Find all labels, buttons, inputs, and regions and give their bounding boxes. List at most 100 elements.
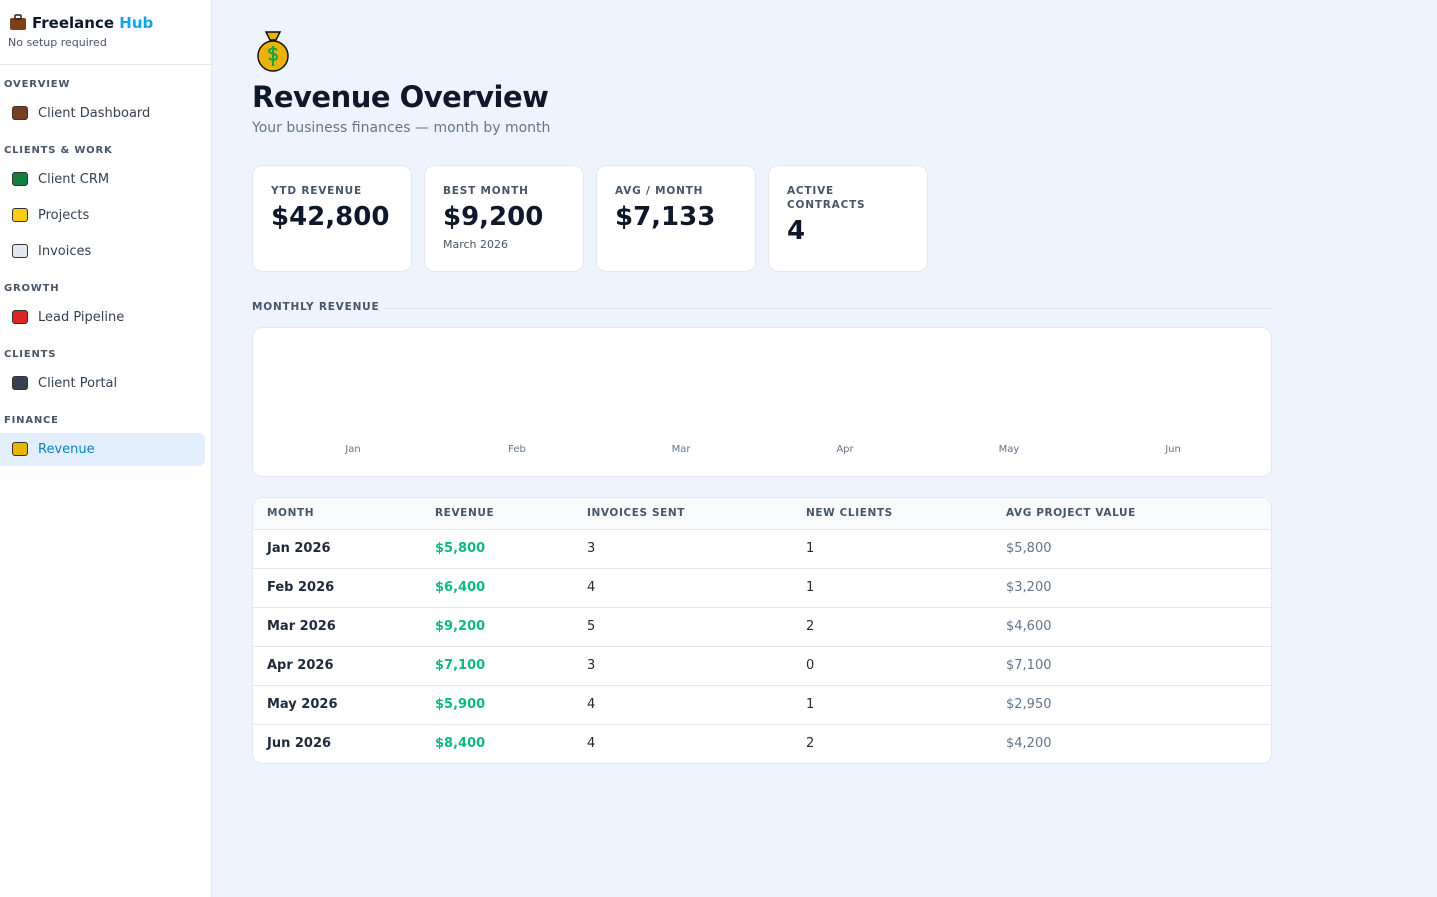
table-cell: 3	[573, 646, 792, 686]
chart-x-label: May	[998, 444, 1020, 455]
table-row: Apr 2026 $7,100 3 0 $7,100	[253, 646, 1271, 686]
table-cell: 0	[792, 646, 992, 686]
stat-value: $9,200	[443, 202, 544, 232]
table-row: Jan 2026 $5,800 3 1 $5,800	[253, 529, 1271, 569]
nav-label: Invoices	[38, 244, 92, 259]
page-icon	[257, 31, 289, 72]
table-cell: $5,800	[992, 529, 1271, 569]
table-cell: $5,900	[421, 685, 573, 725]
nav-icon	[12, 106, 28, 120]
stat-card: AVG / MONTH $7,133	[596, 165, 756, 272]
table-cell: 4	[573, 685, 792, 725]
table-cell: 2	[792, 607, 992, 647]
chart-x-label: Jun	[1165, 444, 1181, 455]
divider	[0, 64, 211, 65]
table-card: MONTH REVENUE INVOICES SENT NEW CLIENTS AVG …	[252, 497, 1272, 764]
table-cell: 1	[792, 568, 992, 608]
nav-section-title: GROWTH	[4, 283, 60, 294]
column-header: AVG PROJECT VALUE	[992, 498, 1271, 530]
nav-icon	[12, 172, 28, 186]
table-cell: $6,400	[421, 568, 573, 608]
nav-label: Revenue	[38, 442, 95, 457]
stat-label: ACTIVE CONTRACTS	[787, 185, 866, 211]
stat-card: ACTIVE CONTRACTS 4	[768, 165, 928, 272]
column-header: MONTH	[253, 498, 421, 530]
table-cell: $3,200	[992, 568, 1271, 608]
nav-item[interactable]: Invoices	[0, 235, 205, 268]
nav-item[interactable]: Lead Pipeline	[0, 301, 205, 334]
table-row: Mar 2026 $9,200 5 2 $4,600	[253, 607, 1271, 647]
table-cell: Apr 2026	[253, 646, 421, 686]
nav-label: Client Portal	[38, 376, 118, 391]
page-subtitle: Your business finances — month by month	[252, 120, 551, 136]
table-cell: Jun 2026	[267, 736, 332, 752]
section-title: MONTHLY REVENUE	[252, 301, 380, 313]
table-cell: $5,800	[421, 529, 573, 569]
table-cell: Mar 2026	[253, 607, 421, 647]
nav-label: Client Dashboard	[38, 106, 151, 121]
table-cell: 4	[573, 568, 792, 608]
brand-icon	[10, 14, 26, 30]
table-cell: $9,200	[421, 607, 573, 647]
stat-label: AVG / MONTH	[615, 185, 704, 197]
table-cell: 2	[806, 736, 815, 752]
nav-icon	[12, 442, 28, 456]
table-cell: $2,950	[992, 685, 1271, 725]
nav-icon	[12, 244, 28, 258]
table-cell: May 2026	[253, 685, 421, 725]
table-cell: $7,100	[421, 646, 573, 686]
table-row: May 2026 $5,900 4 1 $2,950	[253, 685, 1271, 725]
nav-item[interactable]: Client Dashboard	[0, 97, 205, 130]
nav-section-title: CLIENTS & WORK	[4, 145, 113, 156]
nav-label: Lead Pipeline	[38, 310, 125, 325]
nav-label: Client CRM	[38, 172, 110, 187]
table-cell: 3	[573, 529, 792, 569]
column-header: INVOICES SENT	[573, 498, 792, 530]
nav-item[interactable]: Revenue	[0, 433, 205, 466]
nav-section-title: OVERVIEW	[4, 79, 71, 90]
table-cell: $4,600	[992, 607, 1271, 647]
table-row: Feb 2026 $6,400 4 1 $3,200	[253, 568, 1271, 608]
stat-value: $7,133	[615, 202, 716, 232]
chart-x-label: Apr	[836, 444, 854, 455]
stat-label: BEST MONTH	[443, 185, 529, 197]
tagline: No setup required	[8, 36, 107, 49]
table-header: MONTH REVENUE INVOICES SENT NEW CLIENTS AVG …	[253, 498, 1271, 530]
table-cell: Jan 2026	[253, 529, 421, 569]
brand-name: Freelance	[32, 14, 115, 32]
stat-value: 4	[787, 216, 806, 246]
nav-section-title: FINANCE	[4, 415, 59, 426]
nav-section-title: CLIENTS	[4, 349, 57, 360]
nav-label: Projects	[38, 208, 90, 223]
column-header: NEW CLIENTS	[792, 498, 992, 530]
nav-item[interactable]: Client Portal	[0, 367, 205, 400]
chart-card: Jan Feb Mar Apr May Jun	[252, 327, 1272, 477]
nav-icon	[12, 208, 28, 222]
stat-card: YTD REVENUE $42,800	[252, 165, 412, 272]
brand-accent: Hub	[119, 14, 154, 32]
nav-item[interactable]: Client CRM	[0, 163, 205, 196]
brand: Freelance Hub	[32, 14, 153, 32]
table-cell: $8,400	[435, 736, 486, 752]
page-title: Revenue Overview	[252, 80, 549, 114]
stat-label: YTD REVENUE	[271, 185, 362, 197]
chart-x-label: Mar	[671, 444, 691, 455]
nav-item[interactable]: Projects	[0, 199, 205, 232]
nav-icon	[12, 376, 28, 390]
stat-note: March 2026	[443, 238, 509, 251]
column-header: REVENUE	[421, 498, 573, 530]
table-body: Jan 2026 $5,800 3 1 $5,800 Feb 2026 $6,400 4 1 $3…	[253, 529, 1271, 763]
table-row: Jun 2026 $8,400 4 2 $4,200	[253, 724, 1271, 763]
revenue-table: MONTH REVENUE INVOICES SENT NEW CLIENTS AVG …	[253, 498, 1271, 763]
stat-value: $42,800	[271, 202, 390, 232]
chart-x-label: Feb	[508, 444, 526, 455]
chart-x-label: Jan	[345, 444, 361, 455]
nav-icon	[12, 310, 28, 324]
section-rule	[384, 308, 1272, 309]
table-cell: 1	[792, 529, 992, 569]
stat-card: BEST MONTH $9,200 March 2026	[424, 165, 584, 272]
table-cell: Feb 2026	[253, 568, 421, 608]
table-cell: 1	[792, 685, 992, 725]
